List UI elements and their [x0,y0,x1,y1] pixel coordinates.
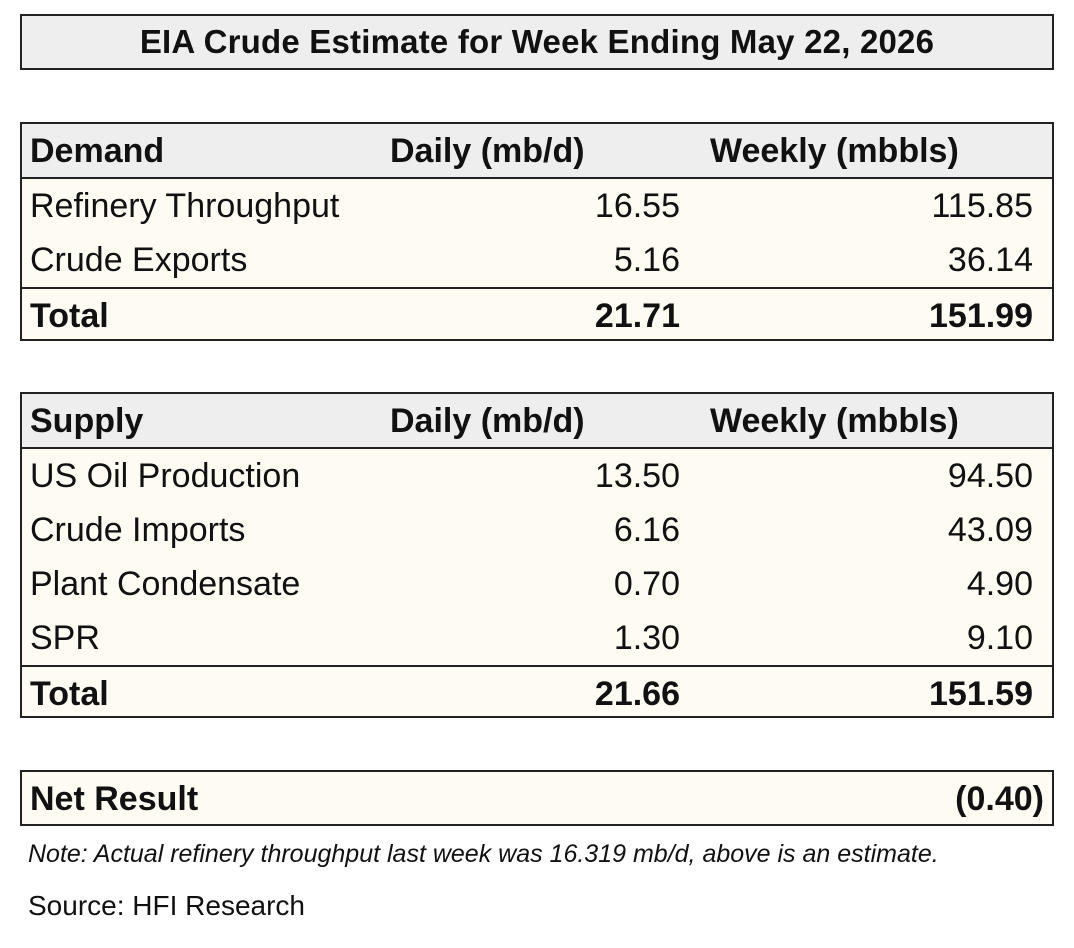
net-result-value: (0.40) [955,780,1044,818]
table-row: SPR 1.30 9.10 [22,611,1052,665]
row-label: Refinery Throughput [30,187,340,225]
source-credit: Source: HFI Research [28,890,305,921]
row-weekly-value: 4.90 [966,565,1033,603]
demand-table: Demand Daily (mb/d) Weekly (mbbls) Refin… [20,122,1054,341]
supply-table: Supply Daily (mb/d) Weekly (mbbls) US Oi… [20,392,1054,718]
page-title: EIA Crude Estimate for Week Ending May 2… [139,23,935,60]
row-daily-value: 16.55 [594,187,680,225]
supply-header-row: Supply Daily (mb/d) Weekly (mbbls) [22,394,1052,449]
supply-header-label: Supply [30,402,144,440]
supply-header-weekly: Weekly (mbbls) [710,402,959,440]
row-label: Crude Exports [30,241,248,279]
net-result-box: Net Result (0.40) [20,770,1054,826]
row-weekly-value: 9.10 [966,619,1033,657]
total-daily-value: 21.66 [594,675,680,713]
total-label: Total [30,297,109,335]
row-label: Crude Imports [30,511,246,549]
demand-total-row: Total 21.71 151.99 [22,287,1052,341]
row-weekly-value: 94.50 [947,457,1033,495]
table-row: Plant Condensate 0.70 4.90 [22,557,1052,611]
table-row: Crude Imports 6.16 43.09 [22,503,1052,557]
row-label: US Oil Production [30,457,301,495]
net-result-row: Net Result (0.40) [22,772,1052,824]
row-weekly-value: 115.85 [931,187,1033,225]
row-label: SPR [30,619,100,657]
row-label: Plant Condensate [30,565,301,603]
row-daily-value: 5.16 [613,241,680,279]
title-banner: EIA Crude Estimate for Week Ending May 2… [20,14,1054,70]
demand-header-label: Demand [30,132,165,170]
net-result-label: Net Result [30,780,199,818]
row-daily-value: 13.50 [594,457,680,495]
row-daily-value: 1.30 [613,619,680,657]
table-row: Crude Exports 5.16 36.14 [22,233,1052,287]
row-weekly-value: 43.09 [947,511,1033,549]
total-label: Total [30,675,109,713]
table-row: Refinery Throughput 16.55 115.85 [22,179,1052,233]
supply-total-row: Total 21.66 151.59 [22,665,1052,719]
footnote: Note: Actual refinery throughput last we… [28,840,939,868]
row-daily-value: 6.16 [613,511,680,549]
total-daily-value: 21.71 [594,297,680,335]
demand-header-row: Demand Daily (mb/d) Weekly (mbbls) [22,124,1052,179]
row-weekly-value: 36.14 [947,241,1033,279]
total-weekly-value: 151.59 [929,675,1033,713]
total-weekly-value: 151.99 [929,297,1033,335]
row-daily-value: 0.70 [613,565,680,603]
demand-header-weekly: Weekly (mbbls) [710,132,959,170]
demand-header-daily: Daily (mb/d) [390,132,585,170]
supply-header-daily: Daily (mb/d) [390,402,585,440]
table-row: US Oil Production 13.50 94.50 [22,449,1052,503]
